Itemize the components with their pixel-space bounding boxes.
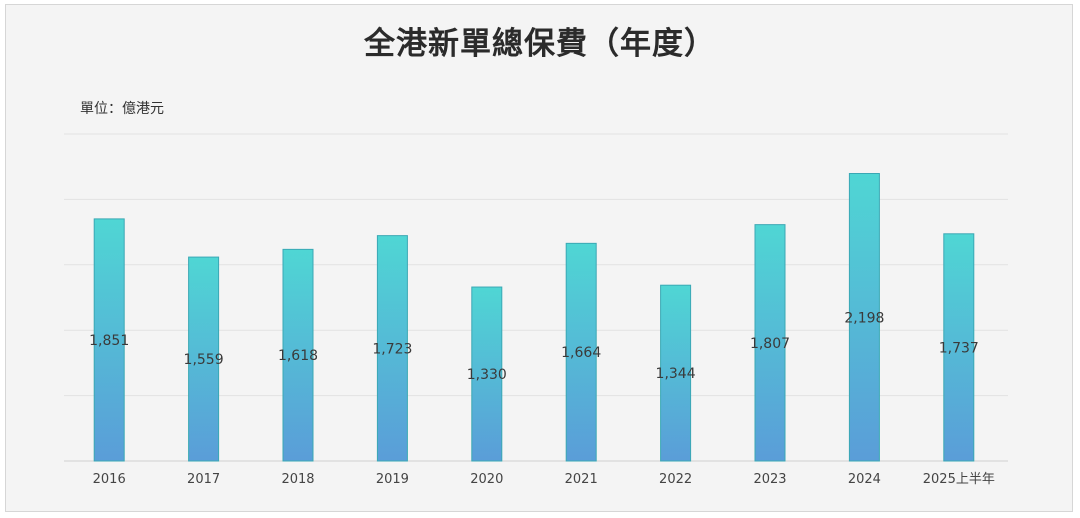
data-label-2022: 1,344 [656, 366, 696, 382]
bar-2021 [565, 242, 597, 462]
x-tick-2021: 2021 [565, 472, 598, 487]
bars [93, 173, 975, 462]
bar-2018 [282, 248, 314, 462]
x-tick-2020: 2020 [470, 472, 503, 487]
data-label-2021: 1,664 [561, 345, 601, 361]
data-label-2023: 1,807 [750, 336, 790, 352]
bar-2017 [188, 256, 220, 462]
unit-label: 單位：億港元 [80, 101, 164, 117]
x-tick-2023: 2023 [753, 472, 786, 487]
x-axis-ticks: 2016 2017 2018 2019 2020 2021 2022 2023 2024 2025… [93, 472, 995, 487]
bar-2023 [754, 224, 786, 462]
data-label-2016: 1,851 [89, 333, 129, 349]
x-tick-2022: 2022 [659, 472, 692, 487]
data-label-2019: 1,723 [372, 341, 412, 357]
data-label-2017: 1,559 [184, 352, 224, 368]
data-labels: 1,851 1,559 1,618 1,723 1,330 1,664 1,344 1,807… [89, 310, 979, 383]
chart-frame [5, 4, 1073, 512]
bar-2022 [660, 284, 692, 462]
bar-2024 [848, 173, 880, 462]
data-label-2024: 2,198 [844, 310, 884, 326]
data-label-2018: 1,618 [278, 348, 318, 364]
x-tick-2017: 2017 [187, 472, 220, 487]
bar-2019 [376, 235, 408, 462]
x-tick-2016: 2016 [93, 472, 126, 487]
x-tick-2025上半年: 2025上半年 [923, 472, 995, 487]
bar-2025上半年 [943, 233, 975, 462]
x-tick-2024: 2024 [848, 472, 881, 487]
chart-title: 全港新單總保費（年度） [364, 26, 716, 62]
bar-2016 [93, 218, 125, 462]
bar-2020 [471, 286, 503, 462]
data-label-2025上半年: 1,737 [939, 340, 979, 356]
x-tick-2018: 2018 [281, 472, 314, 487]
data-label-2020: 1,330 [467, 367, 507, 383]
x-tick-2019: 2019 [376, 472, 409, 487]
